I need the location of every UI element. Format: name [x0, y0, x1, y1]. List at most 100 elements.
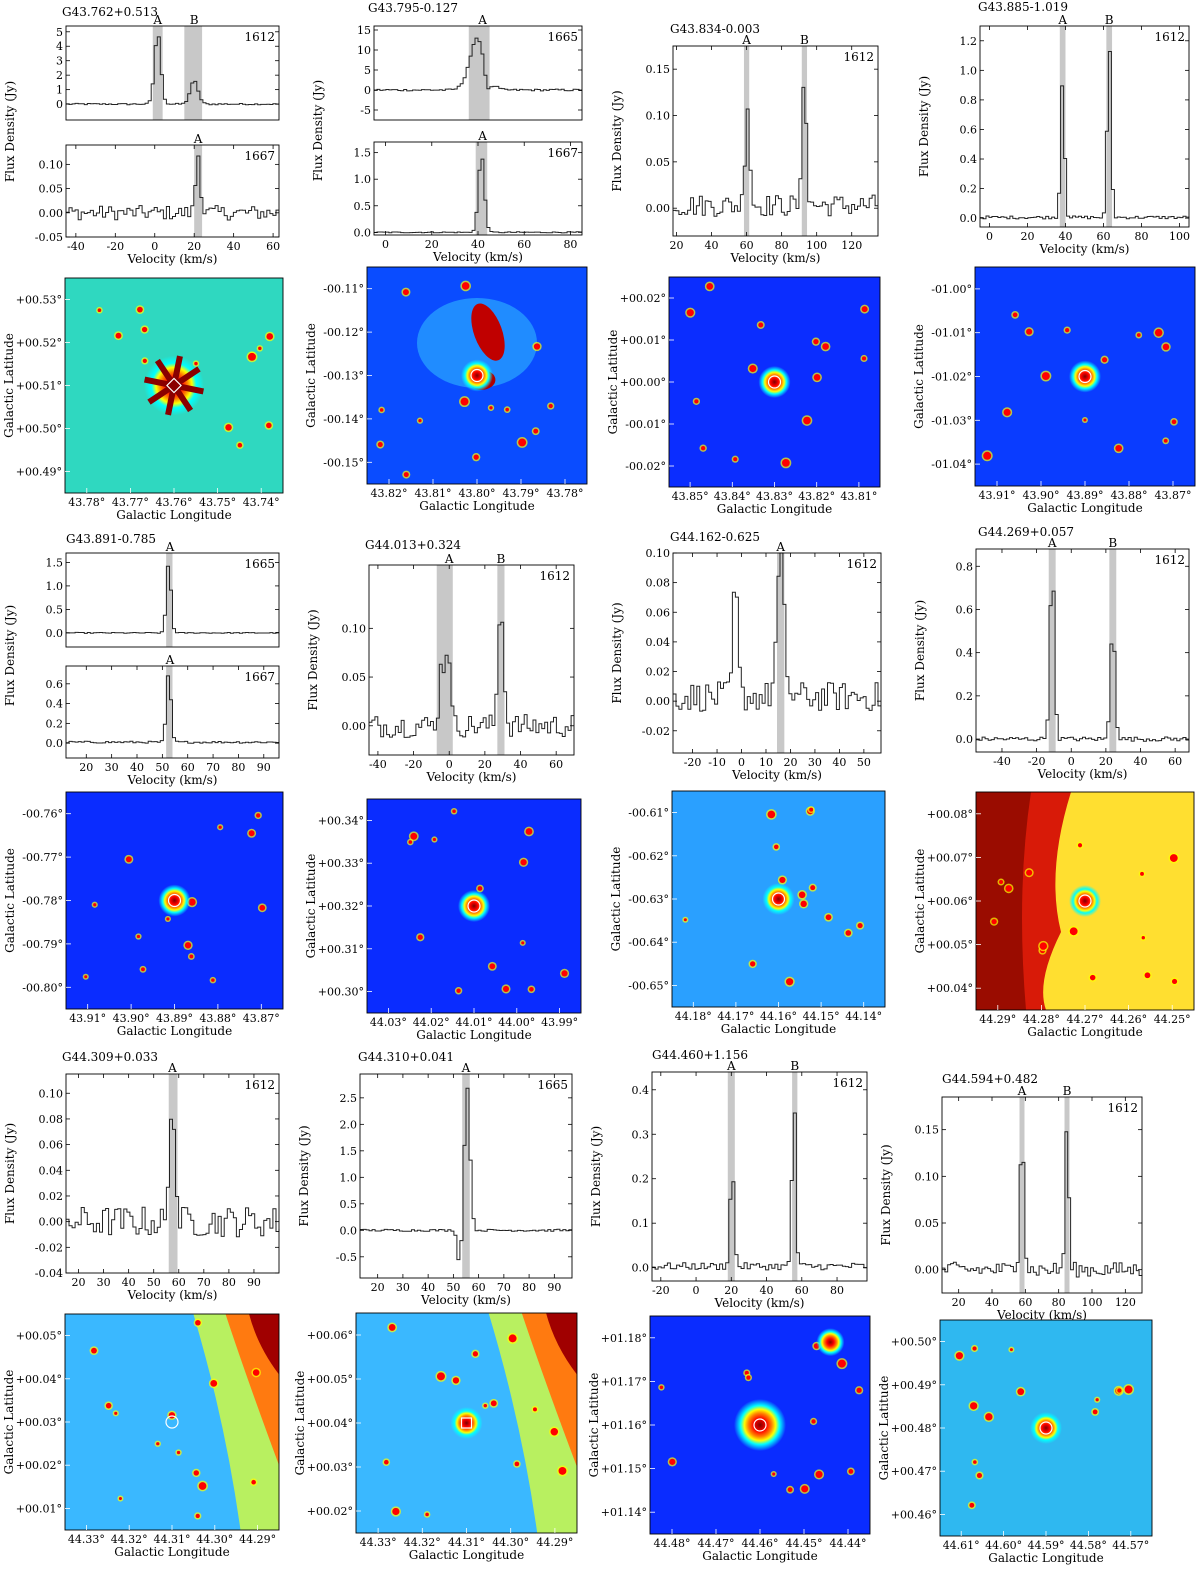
source-panel-g44-309-0-033: G44.309+0.033 A 1612 -0.04 -0.02 0.00 0.02 0.04…	[2, 1050, 280, 1559]
spectrum-line	[673, 552, 881, 712]
lat-tick-label: +01.17°	[601, 1375, 647, 1388]
field-star	[410, 832, 418, 840]
y-tick-label: 0.06	[646, 606, 671, 619]
field-star	[520, 859, 527, 866]
x-tick-label: 20	[478, 758, 492, 771]
lat-tick-label: +00.03°	[16, 1416, 62, 1429]
feature-label-A: A	[165, 653, 175, 667]
field-star	[483, 1403, 488, 1408]
field-star	[533, 428, 539, 434]
field-star	[388, 1324, 396, 1331]
lon-tick-label: 43.77°	[112, 496, 149, 509]
field-star	[417, 934, 423, 940]
field-star	[97, 308, 102, 313]
y-tick-label: 0.4	[46, 698, 64, 711]
plot-frame	[65, 25, 280, 121]
source-title: G44.310+0.041	[358, 1050, 454, 1064]
y-tick-label: 0.04	[646, 636, 671, 649]
field-star	[248, 352, 256, 361]
y-tick-label: 1.0	[960, 64, 978, 77]
line-label: 1612	[832, 1076, 863, 1090]
lon-tick-label: 43.99°	[541, 1016, 578, 1029]
x-tick-label: 20	[952, 1296, 966, 1309]
field-star	[195, 1319, 201, 1326]
field-star	[686, 309, 694, 317]
x-axis-label: Galactic Longitude	[702, 1549, 817, 1563]
field-star	[1083, 418, 1087, 422]
lon-tick-label: 43.76°	[156, 496, 193, 509]
x-tick-label: 40	[760, 1284, 774, 1297]
x-tick-label: 30	[97, 1276, 111, 1289]
x-axis-label: Galactic Longitude	[117, 1024, 232, 1038]
lon-tick-label: 44.59°	[1028, 1539, 1065, 1552]
x-tick-label: 40	[130, 761, 144, 774]
y-axis-label: Flux Density (Jy)	[610, 90, 624, 191]
y-tick-label: 0.02	[39, 1190, 64, 1203]
x-axis-label: Galactic Longitude	[988, 1551, 1103, 1565]
y-tick-label: 0.05	[646, 156, 671, 169]
field-star	[1026, 869, 1033, 876]
y-tick-label: 0.8	[956, 560, 974, 573]
field-star	[403, 472, 409, 478]
lon-tick-label: 44.44°	[830, 1537, 867, 1550]
x-tick-label: 20	[670, 239, 684, 252]
central-source	[1030, 1412, 1062, 1444]
x-tick-label: 20	[187, 240, 201, 253]
lat-tick-label: +00.53°	[16, 294, 62, 307]
lat-tick-label: -01.03°	[931, 414, 972, 427]
feature-band-A	[727, 1072, 735, 1281]
y-tick-label: 2	[56, 69, 63, 82]
field-star	[767, 810, 776, 819]
field-star	[969, 1502, 975, 1508]
field-star	[785, 978, 794, 986]
field-star	[473, 454, 479, 460]
y-axis-label: Galactic Latitude	[304, 323, 318, 428]
extended-emission	[249, 1314, 279, 1375]
field-star	[377, 442, 383, 448]
lat-tick-label: +01.18°	[601, 1332, 647, 1345]
x-tick-label: 50	[147, 1276, 161, 1289]
spectrum-panel-1665: A 1665 -5 0 5 10 15	[357, 13, 583, 121]
field-star	[548, 403, 553, 409]
y-tick-label: 0.05	[342, 671, 367, 684]
feature-band-A	[1059, 26, 1066, 227]
lon-tick-label: 44.01°	[456, 1016, 493, 1029]
lat-tick-label: +00.51°	[16, 380, 62, 393]
x-tick-label: 60	[266, 240, 280, 253]
field-star	[460, 397, 469, 406]
lat-tick-label: +00.32°	[318, 900, 364, 913]
field-star	[237, 442, 243, 448]
x-tick-label: 90	[547, 1281, 561, 1294]
y-tick-label: 1	[56, 84, 63, 97]
x-tick-label: 0	[986, 230, 993, 243]
x-axis-label: Galactic Longitude	[114, 1545, 229, 1559]
x-tick-label: 50	[857, 756, 871, 769]
y-tick-label: 5	[364, 64, 371, 77]
x-tick-label: 80	[222, 1276, 236, 1289]
field-star	[156, 1442, 160, 1446]
spectrum-panel-1665: A 1665 -0.5 0.0 0.5 1.0 1.5 2.0 2.5 20 30 40 50 60 70 8…	[336, 1061, 573, 1307]
line-label: 1667	[547, 146, 578, 160]
lon-tick-label: 44.61°	[943, 1539, 980, 1552]
diffraction-spike	[171, 355, 183, 387]
infrared-image-panel: +00.34° +00.33° +00.32° +00.31° +00.30° 44.03…	[304, 798, 582, 1042]
lon-tick-label: 44.32°	[404, 1536, 441, 1549]
lat-tick-label: -00.12°	[323, 326, 364, 339]
field-star	[1039, 942, 1048, 950]
plot-frame	[651, 1071, 868, 1282]
lon-tick-label: 44.18°	[675, 1010, 712, 1023]
y-tick-label: 2.0	[340, 1118, 358, 1131]
lon-tick-label: 43.89°	[1067, 489, 1104, 502]
plot-frame	[672, 45, 879, 237]
y-tick-label: -0.5	[336, 1251, 357, 1264]
lon-tick-label: 44.45°	[786, 1537, 823, 1550]
field-star	[848, 1469, 854, 1474]
spectrum-line	[360, 1087, 572, 1261]
diffraction-spike	[144, 376, 175, 389]
x-tick-label: 60	[795, 1284, 809, 1297]
y-tick-label: 10	[357, 44, 371, 57]
y-tick-label: -0.02	[642, 725, 670, 738]
field-star	[115, 332, 122, 339]
y-tick-label: 0.6	[956, 603, 974, 616]
